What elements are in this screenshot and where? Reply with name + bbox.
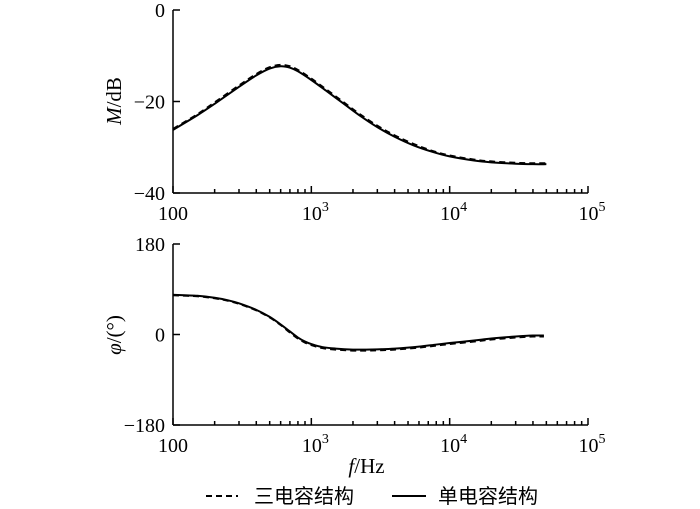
phase-x-tick-base: 10 xyxy=(440,435,460,457)
phase-y-title-symbol: φ xyxy=(102,343,126,355)
phase-y-axis-title: φ/(°) xyxy=(102,315,126,355)
magnitude-x-tick-label: 100 xyxy=(158,203,188,225)
phase-x-axis-title: f/Hz xyxy=(348,454,384,478)
phase-x-tick-label: 103 xyxy=(302,432,329,457)
phase-x-tick-exp: 3 xyxy=(322,432,329,447)
phase-x-tick-base: 10 xyxy=(302,435,322,457)
magnitude-y-tick-label: −40 xyxy=(134,183,165,205)
phase-series-single-cap xyxy=(172,293,544,351)
phase-x-tick-label: 104 xyxy=(440,432,467,457)
magnitude-y-title-unit: /dB xyxy=(102,77,126,107)
legend-label-single-cap: 单电容结构 xyxy=(438,484,538,508)
phase-y-tick-label: −180 xyxy=(124,415,165,437)
magnitude-x-tick-base: 10 xyxy=(579,203,599,225)
phase-series-three-cap xyxy=(172,294,544,352)
phase-x-tick-label: 100 xyxy=(158,435,188,457)
phase-x-tick-exp: 5 xyxy=(599,432,606,447)
magnitude-series-three-cap xyxy=(172,63,547,165)
phase-y-title-unit: /(°) xyxy=(102,315,126,343)
magnitude-y-axis-title: M/dB xyxy=(102,77,126,126)
magnitude-y-title-symbol: M xyxy=(102,106,126,126)
phase-y-tick-label: 180 xyxy=(135,234,165,256)
magnitude-x-tick-base: 10 xyxy=(302,203,322,225)
magnitude-x-tick-exp: 5 xyxy=(599,200,606,215)
phase-x-tick-base: 10 xyxy=(579,435,599,457)
magnitude-x-tick-exp: 4 xyxy=(460,200,467,215)
legend-label-three-cap: 三电容结构 xyxy=(254,484,354,508)
legend: 三电容结构 单电容结构 xyxy=(206,484,538,508)
magnitude-x-tick-label: 104 xyxy=(440,200,467,225)
magnitude-x-tick-label: 103 xyxy=(302,200,329,225)
phase-x-title-symbol: f xyxy=(348,454,357,478)
magnitude-x-tick-exp: 3 xyxy=(322,200,329,215)
magnitude-y-tick-label: −20 xyxy=(134,92,165,114)
phase-x-tick-exp: 4 xyxy=(460,432,467,447)
phase-x-title-unit: /Hz xyxy=(354,454,384,478)
magnitude-x-tick-label: 105 xyxy=(579,200,606,225)
phase-y-tick-label: 0 xyxy=(155,325,165,347)
magnitude-x-tick-base: 10 xyxy=(440,203,460,225)
magnitude-y-tick-label: 0 xyxy=(155,0,165,22)
phase-x-tick-label: 105 xyxy=(579,432,606,457)
